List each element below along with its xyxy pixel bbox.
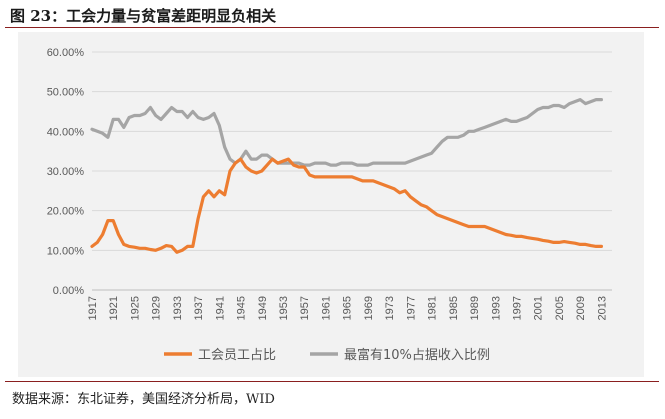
x-tick-label: 1957 — [299, 296, 311, 320]
x-tick-label: 1949 — [257, 296, 269, 320]
y-axis-ticks: 0.00% 10.00% 20.00% 30.00% 40.00% 50.00% 60.00… — [47, 47, 85, 297]
x-tick-label: 1941 — [214, 296, 226, 320]
x-axis-ticks: 1917 1921 1925 1929 1933 1937 1941 1945 1949 1953… — [87, 296, 608, 320]
series-line-top10 — [90, 97, 604, 167]
source-rule — [5, 381, 659, 382]
x-tick-label: 1973 — [384, 296, 396, 320]
x-tick-label: 1925 — [129, 296, 141, 320]
y-tick-label: 30.00% — [47, 166, 85, 178]
x-tick-label: 1965 — [342, 296, 354, 320]
series-line-union — [90, 157, 604, 254]
x-tick-label: 1969 — [363, 296, 375, 320]
figure-title: 图 23：工会力量与贫富差距明显负相关 — [10, 7, 277, 25]
x-tick-label: 1921 — [108, 296, 120, 320]
x-tick-label: 1937 — [193, 296, 205, 320]
legend-label-top10: 最富有10%占据收入比例 — [344, 347, 490, 363]
source-note: 数据来源：东北证券，美国经济分析局，WID — [12, 392, 275, 407]
series-lines — [90, 97, 604, 254]
x-tick-label: 2013 — [596, 296, 608, 320]
x-tick-label: 1933 — [172, 296, 184, 320]
x-tick-label: 2009 — [575, 296, 587, 320]
x-tick-label: 1993 — [490, 296, 502, 320]
x-tick-label: 1945 — [236, 296, 248, 320]
gridlines — [92, 51, 612, 291]
y-tick-label: 60.00% — [47, 47, 85, 59]
chart-panel — [18, 32, 644, 377]
x-tick-label: 1981 — [427, 296, 439, 320]
legend: 工会员工占比 最富有10%占据收入比例 — [164, 347, 490, 363]
x-tick-label: 1985 — [448, 296, 460, 320]
y-tick-label: 50.00% — [47, 87, 85, 99]
x-tick-label: 1917 — [87, 296, 99, 320]
x-tick-label: 1977 — [405, 296, 417, 320]
y-tick-label: 20.00% — [47, 206, 85, 218]
x-tick-label: 2005 — [554, 296, 566, 320]
x-tick-label: 1997 — [511, 296, 523, 320]
legend-label-union: 工会员工占比 — [198, 348, 276, 363]
y-tick-label: 40.00% — [47, 126, 85, 138]
x-tick-label: 1929 — [151, 296, 163, 320]
y-tick-label: 0.00% — [53, 285, 84, 297]
x-tick-label: 1953 — [278, 296, 290, 320]
x-tick-label: 1989 — [469, 296, 481, 320]
x-tick-label: 2001 — [533, 296, 545, 320]
x-tick-label: 1961 — [320, 296, 332, 320]
y-tick-label: 10.00% — [47, 245, 85, 257]
title-rule — [5, 27, 659, 28]
